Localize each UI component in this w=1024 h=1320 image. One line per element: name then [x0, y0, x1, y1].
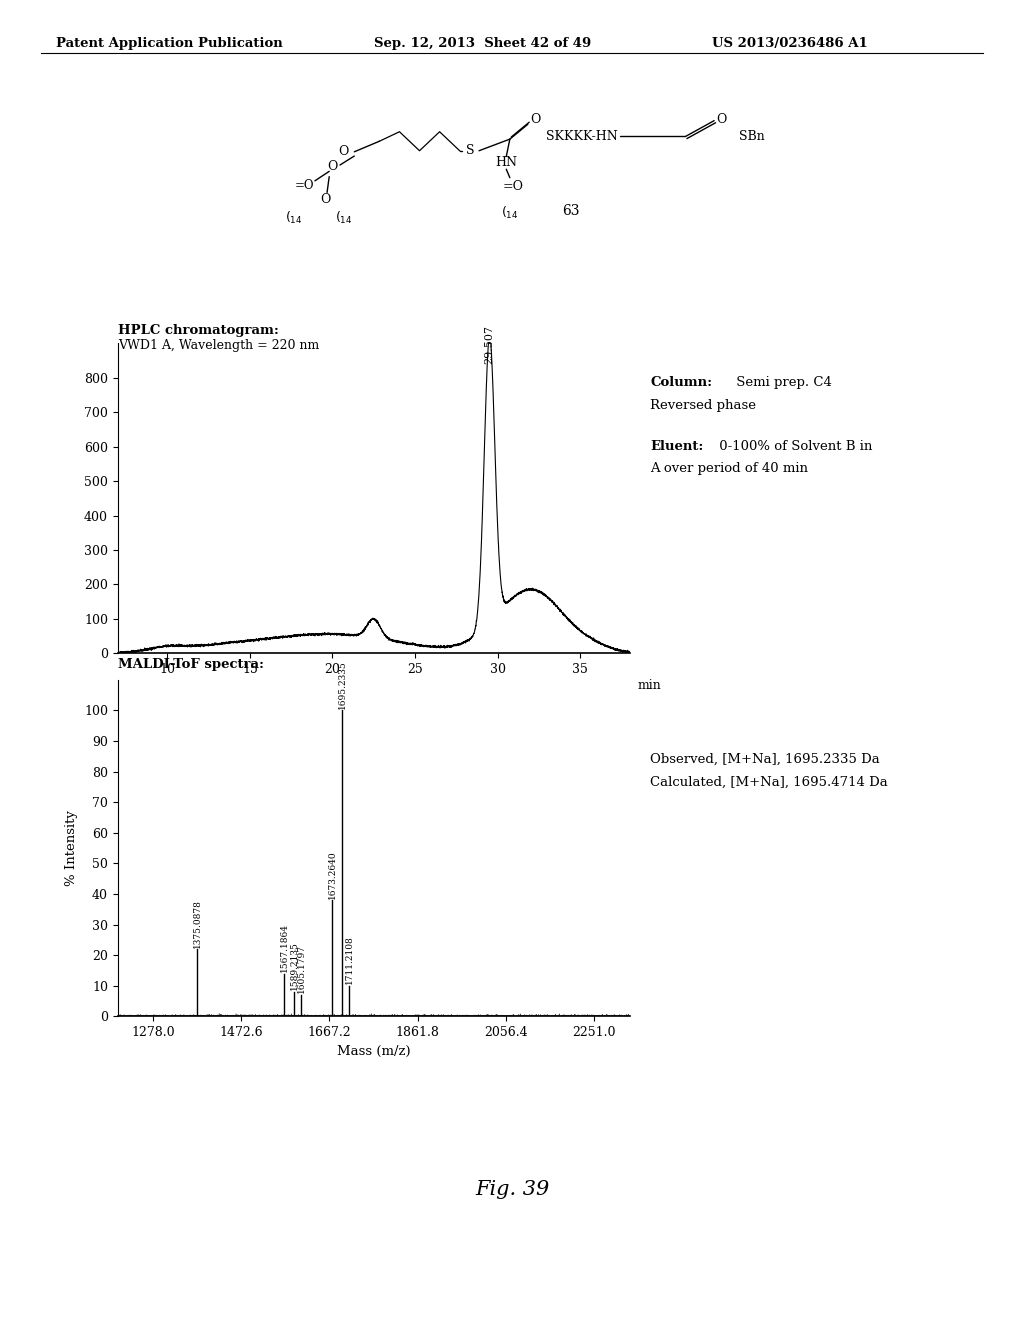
Text: =O: =O	[503, 180, 524, 193]
Text: Reversed phase: Reversed phase	[650, 399, 757, 412]
Text: O: O	[328, 160, 338, 173]
Text: US 2013/0236486 A1: US 2013/0236486 A1	[712, 37, 867, 50]
Text: 1567.1864: 1567.1864	[280, 923, 289, 972]
Text: Patent Application Publication: Patent Application Publication	[56, 37, 283, 50]
Text: min: min	[638, 680, 662, 692]
Text: Column:: Column:	[650, 376, 713, 389]
Text: HN: HN	[496, 156, 517, 169]
Text: Observed, [M+Na], 1695.2335 Da: Observed, [M+Na], 1695.2335 Da	[650, 752, 880, 766]
Text: 1711.2108: 1711.2108	[345, 936, 354, 985]
Text: Semi prep. C4: Semi prep. C4	[732, 376, 833, 389]
Text: 1605.1797: 1605.1797	[297, 944, 306, 994]
Text: S: S	[466, 144, 475, 157]
Text: 63: 63	[562, 205, 580, 219]
Text: $\mathsf{(_{14}}$: $\mathsf{(_{14}}$	[335, 210, 352, 226]
Text: 1695.2335: 1695.2335	[338, 660, 347, 709]
X-axis label: Mass (m/z): Mass (m/z)	[337, 1044, 411, 1057]
Text: Sep. 12, 2013  Sheet 42 of 49: Sep. 12, 2013 Sheet 42 of 49	[374, 37, 591, 50]
Text: VWD1 A, Wavelength = 220 nm: VWD1 A, Wavelength = 220 nm	[118, 339, 319, 352]
Text: 29.507: 29.507	[484, 325, 495, 364]
Text: A over period of 40 min: A over period of 40 min	[650, 462, 808, 475]
Text: MALDI-ToF spectra:: MALDI-ToF spectra:	[118, 657, 264, 671]
Text: 1673.2640: 1673.2640	[328, 850, 337, 899]
Text: SKKKK-HN: SKKKK-HN	[546, 129, 617, 143]
Text: O: O	[338, 145, 349, 158]
Y-axis label: % Intensity: % Intensity	[66, 810, 79, 886]
Text: $\mathsf{(_{14}}$: $\mathsf{(_{14}}$	[285, 210, 302, 226]
Text: SBn: SBn	[739, 129, 765, 143]
Text: Fig. 39: Fig. 39	[475, 1180, 549, 1199]
Text: $\mathsf{(_{14}}$: $\mathsf{(_{14}}$	[501, 205, 518, 220]
Text: O: O	[716, 112, 726, 125]
Text: Calculated, [M+Na], 1695.4714 Da: Calculated, [M+Na], 1695.4714 Da	[650, 776, 888, 789]
Text: Eluent:: Eluent:	[650, 440, 703, 453]
Text: O: O	[321, 193, 331, 206]
Text: 0-100% of Solvent B in: 0-100% of Solvent B in	[715, 440, 872, 453]
Text: =O: =O	[294, 178, 314, 191]
Text: 1589.2135: 1589.2135	[290, 941, 299, 990]
Text: HPLC chromatogram:: HPLC chromatogram:	[118, 323, 279, 337]
Text: 1375.0878: 1375.0878	[193, 899, 202, 948]
Text: O: O	[529, 112, 540, 125]
